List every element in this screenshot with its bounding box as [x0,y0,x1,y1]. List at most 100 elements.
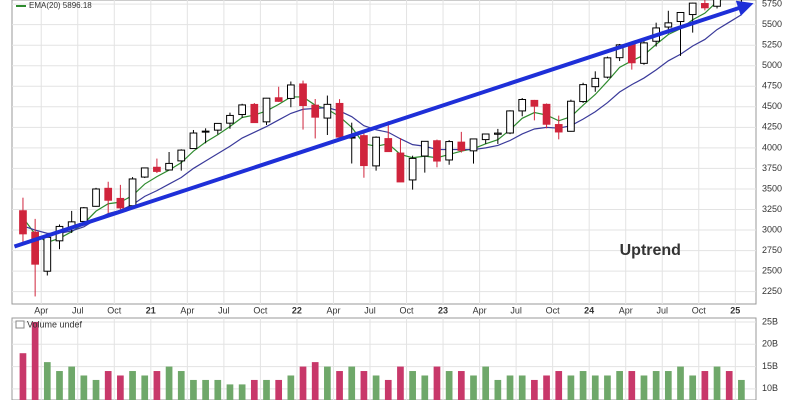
volume-bar [677,366,684,400]
volume-label: Volume undef [27,319,83,329]
volume-bar [190,379,197,400]
volume-bar [713,366,721,400]
ema-line [22,14,742,234]
volume-bar [263,379,270,400]
volume-bar [117,375,124,400]
y-tick-label: 5750 [762,0,782,8]
candle-body [43,236,52,272]
volume-bar [579,371,587,400]
candle-body [286,84,295,99]
x-tick-label: Oct [546,305,561,315]
candle-body [408,157,417,181]
candle-body [165,162,173,171]
candle-body [396,152,405,183]
candle-body [506,110,514,134]
candle-body [213,122,222,131]
y-tick-label: 3750 [762,163,782,173]
price-layer [12,0,756,304]
legend-name: EMA(20) [29,1,61,10]
candle-body [19,210,27,235]
candle-body [153,166,161,172]
candle-body [445,141,453,161]
volume-bar [531,379,538,400]
candle-body [518,98,527,112]
x-tick-label: 21 [146,305,156,315]
candle-body [238,104,246,116]
labels: 2250 2500 2750 3000 3250 3500 3750 4000 4250 4500… [34,0,782,393]
candle-body [189,132,198,150]
volume-bar [311,362,319,400]
x-tick-label: 23 [438,305,448,315]
volume-tick-label: 20B [762,339,778,349]
candle-body [457,141,466,151]
x-tick-label: Jul [218,305,230,315]
candle-body [384,138,393,153]
y-tick-label: 2750 [762,245,782,255]
volume-bar [129,371,136,400]
candle-body [177,149,186,162]
volume-bar [701,371,709,400]
volume-bar [604,375,611,400]
volume-bar [506,375,514,400]
volume-bar [384,379,392,400]
candle-body [116,197,125,209]
candle-body [664,22,673,28]
candle-body [701,3,709,9]
volume-tick-label: 25B [762,316,778,326]
trendline [13,4,745,249]
y-tick-label: 4250 [762,122,782,132]
x-tick-label: Jul [510,305,522,315]
y-tick-label: 4500 [762,101,782,111]
volume-bar [628,371,636,400]
ema-line [22,0,722,244]
volume-bar [738,379,745,400]
volume-bar [336,371,343,400]
y-tick-label: 5500 [762,19,782,29]
x-tick-label: Oct [253,305,268,315]
volume-label-box [15,320,25,329]
volume-bar [409,371,416,400]
candle-body [713,0,721,7]
volume-bar [689,375,697,400]
candle-body [627,44,636,64]
candle-body [335,102,344,138]
volume-bar [238,384,246,400]
trend-arrowhead [735,0,754,16]
candle-body [274,97,283,102]
candle-body [104,187,113,201]
volume-bar [445,371,453,400]
candle-body [372,136,380,167]
volume-bar [31,322,39,400]
volume-bar [470,375,477,400]
candle-body [542,103,551,125]
volume-bar [324,366,331,400]
candle-body [530,99,539,107]
volume-bar [56,371,63,400]
volume-bar [616,371,623,400]
candle-body [494,132,502,135]
volume-bar [664,371,672,400]
volume-bar [360,371,368,400]
x-tick-label: Apr [34,305,48,315]
x-tick-label: Apr [473,305,487,315]
volume-bar [555,371,563,400]
candle-body [128,178,137,207]
candle-body [640,42,648,64]
candle-body [92,188,100,207]
volume-bar [68,366,76,400]
x-tick-label: Apr [619,305,633,315]
volume-bar [433,366,441,400]
candle-body [469,138,478,152]
volume-tick-label: 15B [762,361,778,371]
volume-bar [421,375,429,400]
candle-body [323,103,332,119]
volume-bar [250,379,258,400]
volume-bar [43,362,51,400]
volume-bar [397,366,404,400]
volume-bar [725,371,733,400]
x-tick-label: Oct [107,305,122,315]
volume-bar [19,353,27,400]
volume-bar [640,375,648,400]
candle-body [262,97,271,123]
candle-body [579,84,587,103]
